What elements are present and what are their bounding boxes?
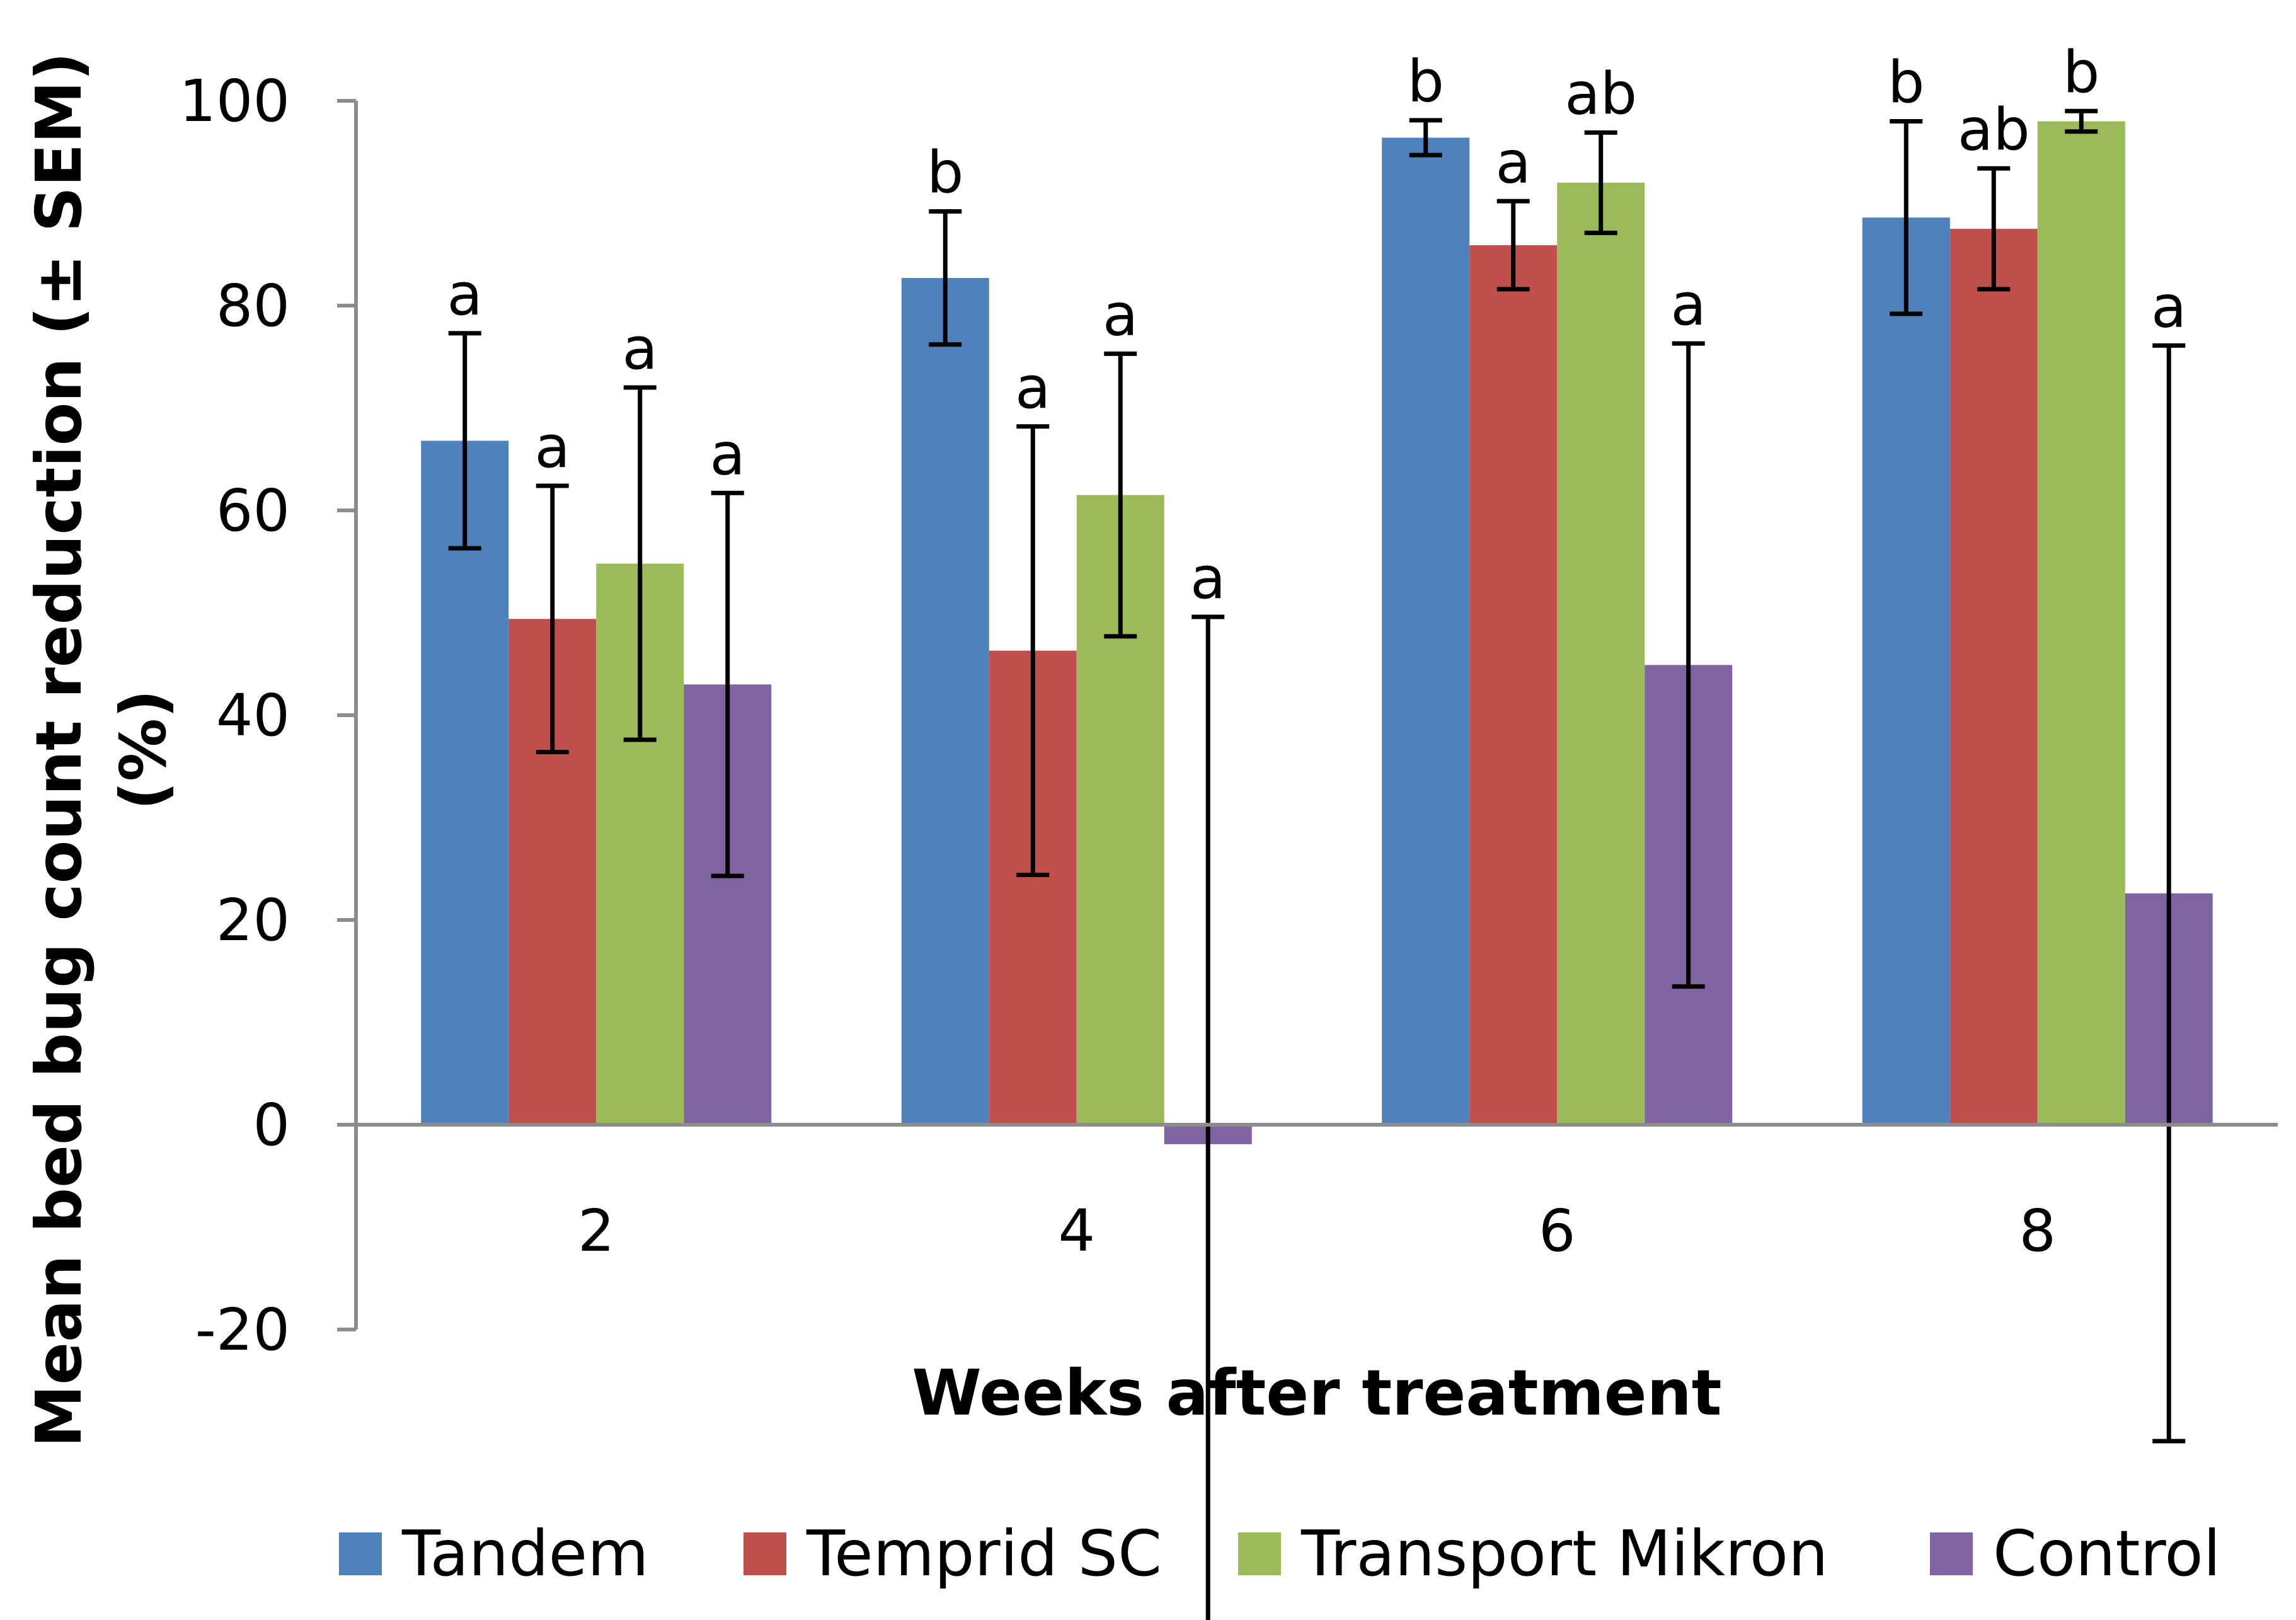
- error-bar: [536, 483, 569, 754]
- y-tick-label: 40: [216, 682, 290, 749]
- significance-label: b: [2063, 38, 2099, 106]
- bar-transport-mikron-week-8: [2037, 121, 2125, 1125]
- legend-swatch: [1930, 1532, 1973, 1575]
- error-bar: [1409, 118, 1442, 158]
- error-bar: [1496, 198, 1530, 292]
- legend-swatch: [743, 1532, 786, 1575]
- significance-label: a: [1496, 129, 1531, 196]
- significance-label: a: [535, 413, 570, 481]
- y-axis-title: Mean bed bug count reduction (± SEM) (%): [22, 52, 180, 1448]
- legend-label: Tandem: [401, 1517, 649, 1590]
- significance-label: b: [927, 139, 963, 207]
- error-bar: [1977, 166, 2011, 292]
- x-tick-label: 2: [578, 1197, 615, 1265]
- bar-temprid-sc-week-6: [1469, 245, 1558, 1125]
- bar-tandem-week-4: [901, 278, 989, 1125]
- significance-label: a: [710, 420, 745, 488]
- bar-tandem-week-8: [1862, 217, 1950, 1125]
- y-axis-title-line-1: Mean bed bug count reduction (± SEM): [22, 52, 96, 1448]
- error-bar: [1016, 424, 1050, 877]
- y-tick-label: 20: [216, 887, 290, 954]
- bar-tandem-week-2: [421, 440, 509, 1125]
- significance-label: b: [1888, 49, 1924, 117]
- y-tick-label: -20: [195, 1296, 290, 1364]
- legend-swatch: [1238, 1532, 1281, 1575]
- significance-label: a: [1671, 271, 1706, 338]
- error-bar: [1584, 130, 1617, 236]
- error-bar: [623, 385, 657, 742]
- x-axis-title: Weeks after treatment: [912, 1356, 1721, 1430]
- legend-label: Temprid SC: [806, 1517, 1162, 1590]
- y-tick-label: 60: [216, 477, 290, 544]
- significance-label: a: [1103, 281, 1138, 348]
- legend-label: Control: [1993, 1517, 2220, 1590]
- y-axis-title-line-2: (%): [106, 689, 180, 810]
- x-tick-label: 4: [1058, 1197, 1095, 1265]
- legend-swatch: [339, 1532, 382, 1575]
- error-bar: [1672, 341, 1705, 989]
- significance-label: ab: [1564, 60, 1637, 127]
- bar-tandem-week-6: [1382, 137, 1470, 1125]
- bar-temprid-sc-week-8: [1949, 229, 2038, 1125]
- legend-item-control: Control: [1930, 1517, 2220, 1590]
- x-tick-label: 6: [1539, 1197, 1576, 1265]
- legend-label: Transport Mikron: [1300, 1517, 1828, 1590]
- significance-label: a: [447, 261, 483, 328]
- significance-label: ab: [1958, 96, 2030, 163]
- error-bar: [711, 490, 744, 878]
- error-bar: [1191, 614, 1225, 1620]
- significance-label: b: [1408, 48, 1444, 115]
- legend-item-temprid-sc: Temprid SC: [743, 1517, 1162, 1590]
- significance-label: a: [1015, 354, 1050, 422]
- error-bar: [1104, 351, 1137, 639]
- bar-transport-mikron-week-6: [1557, 183, 1645, 1125]
- y-tick-label: 0: [253, 1091, 290, 1159]
- error-bar: [2152, 343, 2186, 1444]
- significance-label: a: [1190, 544, 1225, 612]
- significance-label: a: [2151, 273, 2186, 340]
- x-tick-label: 8: [2019, 1197, 2056, 1265]
- legend-item-transport-mikron: Transport Mikron: [1238, 1517, 1828, 1590]
- error-bar: [929, 209, 962, 347]
- y-tick-label: 80: [216, 272, 290, 340]
- legend-item-tandem: Tandem: [339, 1517, 649, 1590]
- significance-label: a: [623, 315, 658, 382]
- y-tick-label: 100: [179, 67, 290, 135]
- error-bar: [2065, 108, 2098, 134]
- error-bar: [1890, 119, 1923, 316]
- error-bar: [448, 331, 481, 551]
